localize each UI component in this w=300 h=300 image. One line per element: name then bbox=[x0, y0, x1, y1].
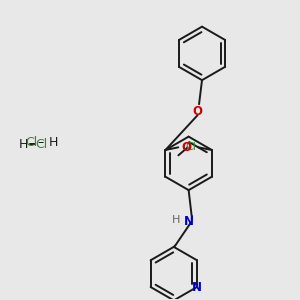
Text: H: H bbox=[19, 138, 28, 151]
Text: –: – bbox=[37, 136, 43, 149]
Text: Cl: Cl bbox=[186, 142, 196, 152]
Text: H: H bbox=[172, 215, 180, 225]
Text: N: N bbox=[192, 280, 202, 293]
Text: H: H bbox=[49, 136, 58, 149]
Text: O: O bbox=[182, 141, 192, 154]
Text: O: O bbox=[193, 105, 202, 118]
Text: Cl: Cl bbox=[36, 138, 48, 151]
Text: Cl: Cl bbox=[25, 136, 38, 149]
Text: N: N bbox=[184, 215, 194, 228]
